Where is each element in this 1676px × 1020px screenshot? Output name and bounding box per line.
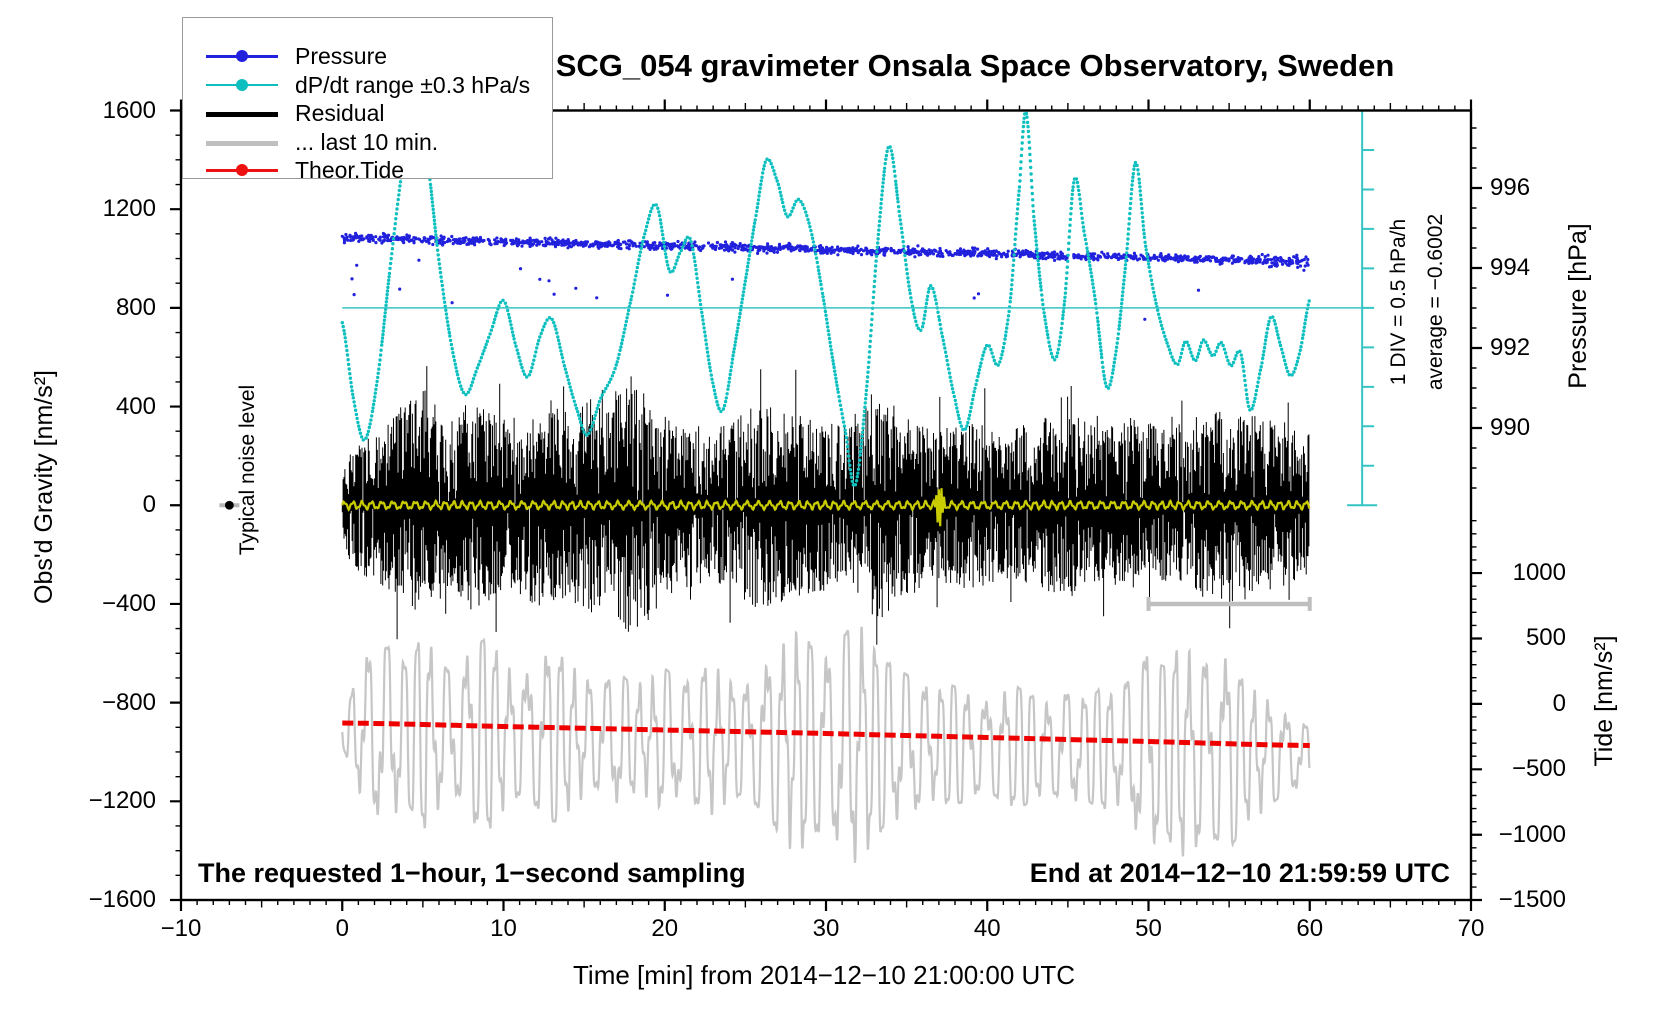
gravity-tick-label: 1200 xyxy=(102,195,156,223)
gravity-tick-label: 800 xyxy=(115,293,156,321)
axes-frame-layer xyxy=(170,99,1482,911)
average-slope-annotation: average = −0.6002 xyxy=(1424,213,1447,391)
tide-tick-label: −1000 xyxy=(1498,820,1566,848)
x-tick-label: 10 xyxy=(490,915,517,942)
x-tick-label: 50 xyxy=(1135,915,1162,942)
legend-item: Pressure xyxy=(183,42,552,70)
x-tick-label: 0 xyxy=(335,915,349,942)
tide-tick-label: −500 xyxy=(1511,755,1566,783)
sampling-note: The requested 1−hour, 1−second sampling xyxy=(198,858,746,888)
legend-item: Theor.Tide xyxy=(183,156,552,184)
tide-tick-label: 500 xyxy=(1525,624,1566,652)
legend-thick-line-swatch xyxy=(206,112,278,118)
data-series-layer xyxy=(340,111,1311,863)
x-tick-label: −10 xyxy=(160,915,202,942)
gravity-tick-label: −800 xyxy=(101,688,156,716)
chart-title: SCG_054 gravimeter Onsala Space Observat… xyxy=(555,48,1395,83)
gravity-tick-label: −400 xyxy=(101,589,156,617)
x-tick-label: 30 xyxy=(812,915,840,942)
pressure-tick-label: 992 xyxy=(1490,334,1531,361)
noise-level-annotation: Typical noise level xyxy=(236,384,259,556)
pressure-tick-label: 990 xyxy=(1490,414,1531,441)
pressure-tick-label: 994 xyxy=(1490,254,1531,281)
legend-item-label: Residual xyxy=(295,100,385,127)
legend-item-label: Theor.Tide xyxy=(295,157,405,184)
tide-axis-title: Tide [nm/s²] xyxy=(1590,635,1618,767)
gravity-tick-label: 400 xyxy=(115,392,156,420)
x-tick-label: 60 xyxy=(1296,915,1324,942)
legend-item: Residual xyxy=(183,99,552,127)
div-scale-annotation: 1 DIV = 0.5 hPa/h xyxy=(1387,218,1410,386)
gravity-axis-title: Obs'd Gravity [nm/s²] xyxy=(30,370,58,604)
pressure-axis-title: Pressure [hPa] xyxy=(1564,223,1592,389)
x-tick-label: 70 xyxy=(1457,915,1485,942)
tide-tick-label: 0 xyxy=(1552,689,1566,717)
gravity-tick-label: 1600 xyxy=(102,96,156,124)
legend-dot-marker xyxy=(236,78,248,91)
legend-box: Pressure dP/dt range ±0.3 hPa/s Residual..… xyxy=(182,17,553,183)
legend-item: ... last 10 min. xyxy=(183,128,552,156)
end-time-note: End at 2014−12−10 21:59:59 UTC xyxy=(1029,858,1450,888)
legend-item-label: ... last 10 min. xyxy=(295,128,439,155)
x-tick-label: 40 xyxy=(973,915,1001,942)
legend-item: dP/dt range ±0.3 hPa/s xyxy=(183,71,552,99)
tide-tick-label: −1500 xyxy=(1498,886,1566,913)
tide-tick-label: 1000 xyxy=(1512,559,1566,587)
gravity-tick-label: 0 xyxy=(142,491,156,519)
legend-item-label: dP/dt range ±0.3 hPa/s xyxy=(295,71,531,98)
legend-thick-line-swatch xyxy=(206,140,278,146)
legend-dot-marker xyxy=(236,50,248,62)
gravity-tick-label: −1200 xyxy=(88,787,156,815)
gravity-tick-label: −1600 xyxy=(88,886,156,913)
legend-dot-marker xyxy=(236,164,248,177)
legend-item-label: Pressure xyxy=(295,43,388,69)
pressure-tick-label: 996 xyxy=(1490,174,1531,201)
x-axis-title: Time [min] from 2014−12−10 21:00:00 UTC xyxy=(573,960,1075,990)
x-tick-label: 20 xyxy=(651,915,679,942)
